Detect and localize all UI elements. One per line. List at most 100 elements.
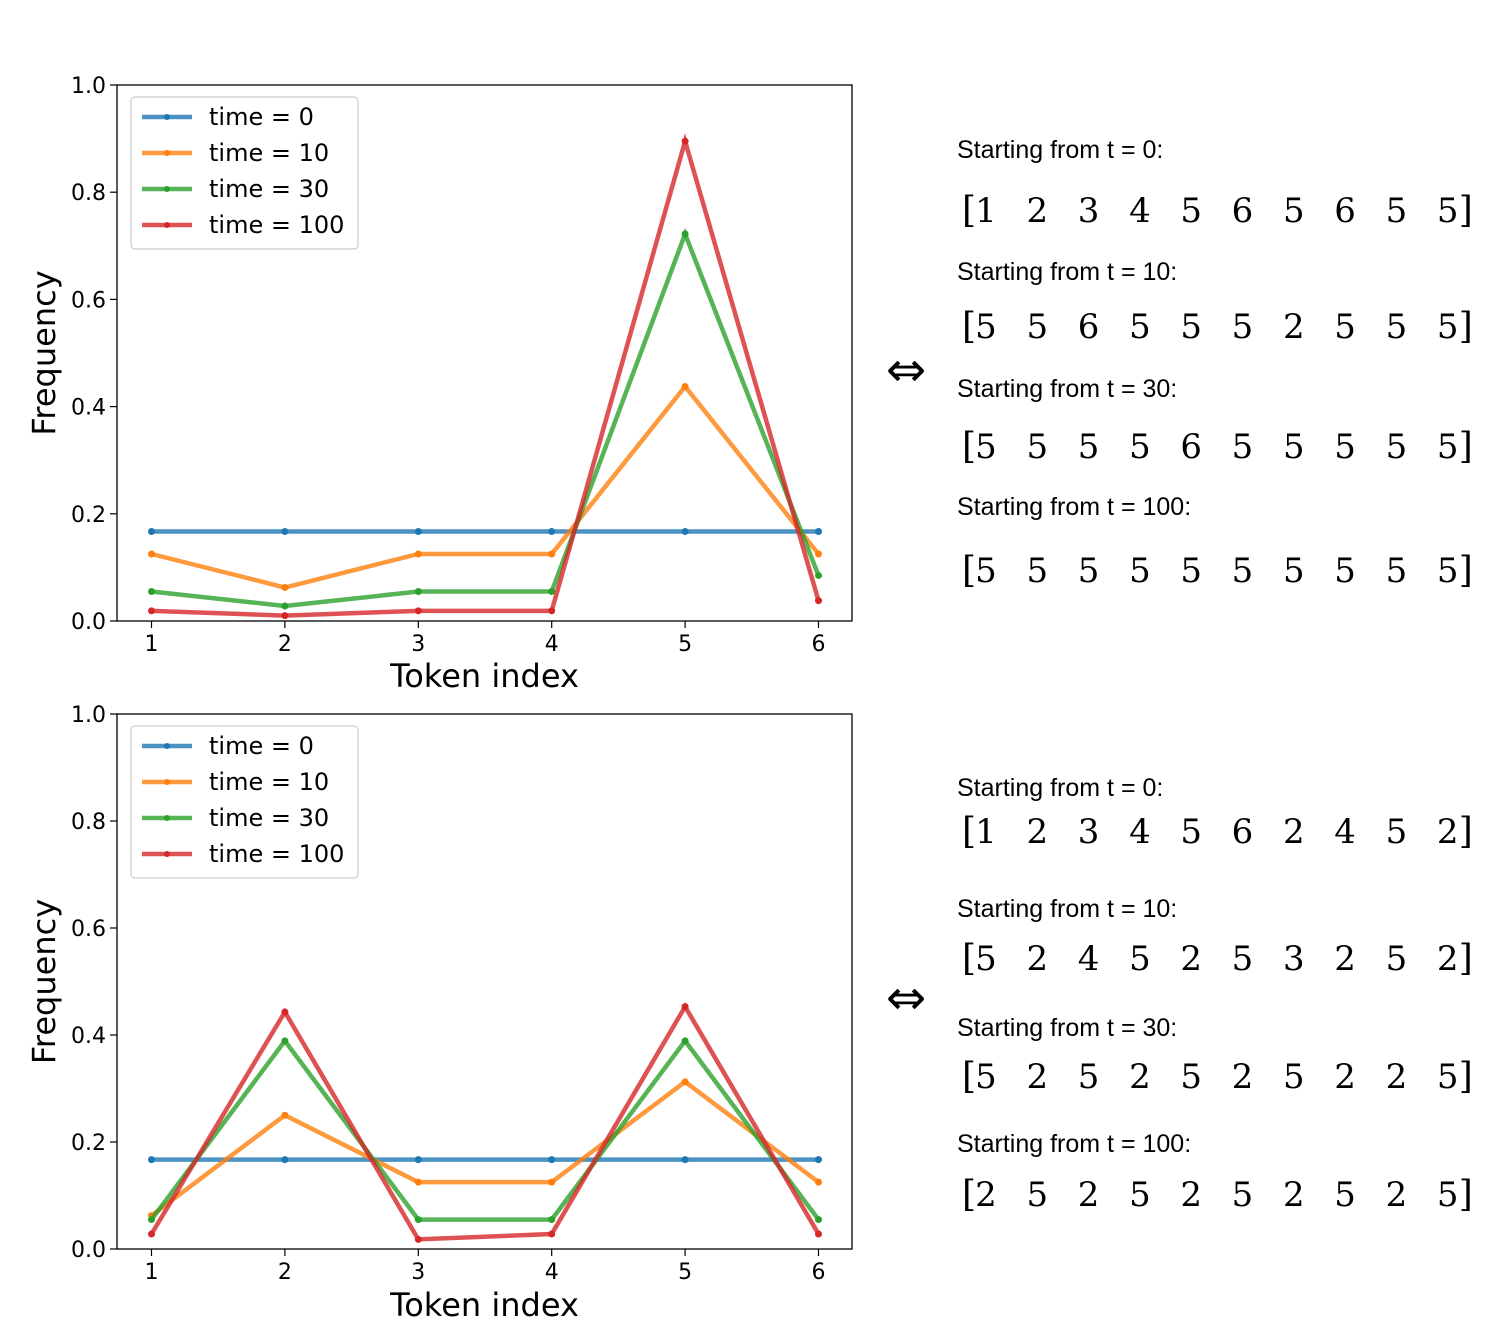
sequence-token: 6	[1180, 427, 1202, 467]
sequence-token: 5	[1180, 551, 1202, 591]
sequence-token: 5	[975, 307, 997, 347]
y-tick-label: 1.0	[71, 703, 106, 728]
legend-marker	[164, 222, 170, 228]
x-axis-label: Token index	[389, 1286, 579, 1324]
sequence-token: 2	[975, 1175, 997, 1215]
legend-marker	[164, 186, 170, 192]
data-point	[815, 571, 822, 579]
sequence-token: 3	[1283, 939, 1305, 979]
sequence-token: 5	[1437, 427, 1459, 467]
data-point	[414, 588, 422, 596]
sequence-token: 5	[1129, 939, 1151, 979]
sequence-token: 2	[1129, 1057, 1151, 1097]
legend-label: time = 100	[209, 211, 344, 239]
legend-label: time = 0	[209, 103, 314, 131]
data-point	[681, 230, 689, 238]
open-bracket: [	[962, 938, 976, 979]
sequence-token: 5	[1386, 427, 1408, 467]
x-tick-label: 6	[812, 1260, 826, 1285]
plot-frame	[116, 713, 853, 1250]
sequence-token: 2	[1026, 1057, 1048, 1097]
data-point	[681, 1078, 689, 1086]
sequence-token: 5	[1386, 191, 1408, 231]
y-tick-label: 1.0	[71, 74, 106, 99]
sequence-label: Starting from t = 10:	[957, 895, 1177, 923]
y-tick-label: 0.6	[71, 917, 106, 942]
legend-marker	[164, 851, 170, 857]
sequence-token: 5	[1437, 307, 1459, 347]
data-point	[414, 527, 422, 535]
sequence-token: 5	[1437, 1175, 1459, 1215]
sequence-token: 2	[1078, 1175, 1100, 1215]
x-tick-label: 5	[678, 632, 692, 657]
data-point	[815, 550, 822, 558]
legend-box	[130, 96, 359, 250]
legend-label: time = 10	[209, 139, 329, 167]
x-tick-label: 4	[545, 632, 559, 657]
sequence-token: 2	[1334, 1057, 1356, 1097]
legend: time = 0 time = 10 time = 30 time = 100	[130, 725, 359, 879]
open-bracket: [	[962, 306, 976, 347]
x-tick-label: 3	[411, 632, 425, 657]
sequence-token: 1	[975, 191, 997, 231]
sequence-token: 2	[1180, 1175, 1202, 1215]
sequence-token: 5	[975, 939, 997, 979]
close-bracket: ]	[1459, 426, 1473, 467]
data-point	[148, 1156, 155, 1164]
sequence-token: 5	[1386, 551, 1408, 591]
close-bracket: ]	[1459, 811, 1473, 852]
series-line	[151, 133, 821, 618]
sequence-token: 5	[1283, 1057, 1305, 1097]
sequence-token: 2	[1437, 939, 1459, 979]
x-axis-label: Token index	[389, 657, 579, 695]
data-point	[681, 1156, 689, 1164]
sequence-token: 1	[975, 812, 997, 852]
data-point	[681, 527, 689, 535]
data-point	[548, 1156, 556, 1164]
x-tick-label: 1	[145, 632, 159, 657]
sequence-token: 5	[1386, 939, 1408, 979]
sequence-token: 5	[1026, 427, 1048, 467]
sequence-token: 2	[1437, 812, 1459, 852]
data-point	[815, 1230, 822, 1238]
sequence-token: 5	[975, 427, 997, 467]
x-tick-label: 2	[278, 1260, 292, 1285]
sequence-label: Starting from t = 100:	[957, 1130, 1191, 1158]
sequence-token: 5	[1283, 427, 1305, 467]
data-point	[281, 612, 289, 620]
y-tick-label: 0.4	[71, 1024, 106, 1049]
y-tick-label: 0.0	[71, 1238, 106, 1263]
data-point	[281, 1008, 289, 1016]
sequence-token: 5	[1078, 551, 1100, 591]
sequence-token: 5	[1180, 307, 1202, 347]
sequence-token: 5	[1129, 551, 1151, 591]
sequence-token: 5	[1026, 1175, 1048, 1215]
series-line	[151, 227, 821, 609]
y-tick-label: 0.2	[71, 1131, 106, 1156]
series-line	[149, 1002, 821, 1242]
sequence-token: 5	[1334, 551, 1356, 591]
sequence-token: 5	[1026, 551, 1048, 591]
legend-marker	[164, 743, 170, 749]
data-point	[148, 550, 155, 558]
legend-marker	[164, 150, 170, 156]
sequence-token: 5	[975, 551, 997, 591]
sequence-label: Starting from t = 100:	[957, 493, 1191, 521]
data-point	[414, 1178, 422, 1186]
legend-label: time = 100	[209, 840, 344, 868]
x-tick-label: 3	[411, 1260, 425, 1285]
sequence-token: 6	[1232, 812, 1254, 852]
data-point	[414, 1216, 422, 1224]
sequence-token: 5	[1334, 427, 1356, 467]
y-tick-label: 0.0	[71, 610, 106, 635]
data-point	[148, 1230, 155, 1238]
sequence-token: 3	[1078, 191, 1100, 231]
y-tick-label: 0.6	[71, 288, 106, 313]
data-point	[281, 1111, 289, 1119]
sequence-token: 5	[1334, 1175, 1356, 1215]
sequence-token: 3	[1078, 812, 1100, 852]
sequence-token: 2	[1283, 812, 1305, 852]
data-point	[281, 1037, 289, 1045]
x-tick-label: 5	[678, 1260, 692, 1285]
data-point	[414, 550, 422, 558]
